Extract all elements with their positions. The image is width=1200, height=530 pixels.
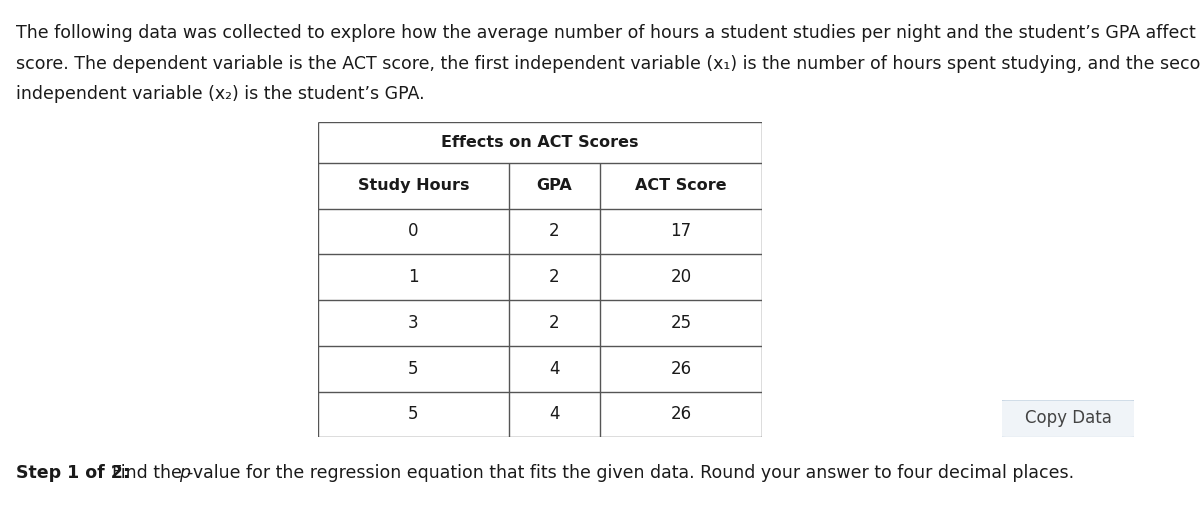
- Text: score. The dependent variable is the ACT score, the first independent variable (: score. The dependent variable is the ACT…: [16, 55, 1200, 73]
- Text: 2: 2: [550, 314, 559, 332]
- Text: 20: 20: [671, 268, 691, 286]
- Text: p: p: [179, 464, 191, 482]
- Text: 26: 26: [671, 360, 691, 378]
- Text: 2: 2: [550, 268, 559, 286]
- Text: 4: 4: [550, 360, 559, 378]
- Text: 2: 2: [550, 223, 559, 241]
- Text: Copy Data: Copy Data: [1025, 409, 1111, 427]
- Text: -value for the regression equation that fits the given data. Round your answer t: -value for the regression equation that …: [187, 464, 1074, 482]
- Text: ACT Score: ACT Score: [635, 178, 727, 193]
- Text: 26: 26: [671, 405, 691, 423]
- Text: 5: 5: [408, 360, 419, 378]
- Text: The following data was collected to explore how the average number of hours a st: The following data was collected to expl…: [16, 24, 1200, 42]
- Text: 5: 5: [408, 405, 419, 423]
- Text: 25: 25: [671, 314, 691, 332]
- Text: 17: 17: [671, 223, 691, 241]
- Text: Study Hours: Study Hours: [358, 178, 469, 193]
- Text: 1: 1: [408, 268, 419, 286]
- Text: Find the: Find the: [113, 464, 187, 482]
- Text: 4: 4: [550, 405, 559, 423]
- Text: independent variable (x₂) is the student’s GPA.: independent variable (x₂) is the student…: [16, 85, 425, 103]
- Text: Effects on ACT Scores: Effects on ACT Scores: [442, 135, 638, 150]
- Text: Step 1 of 2:: Step 1 of 2:: [16, 464, 136, 482]
- Text: 0: 0: [408, 223, 419, 241]
- Text: 3: 3: [408, 314, 419, 332]
- FancyBboxPatch shape: [998, 400, 1138, 438]
- Text: GPA: GPA: [536, 178, 572, 193]
